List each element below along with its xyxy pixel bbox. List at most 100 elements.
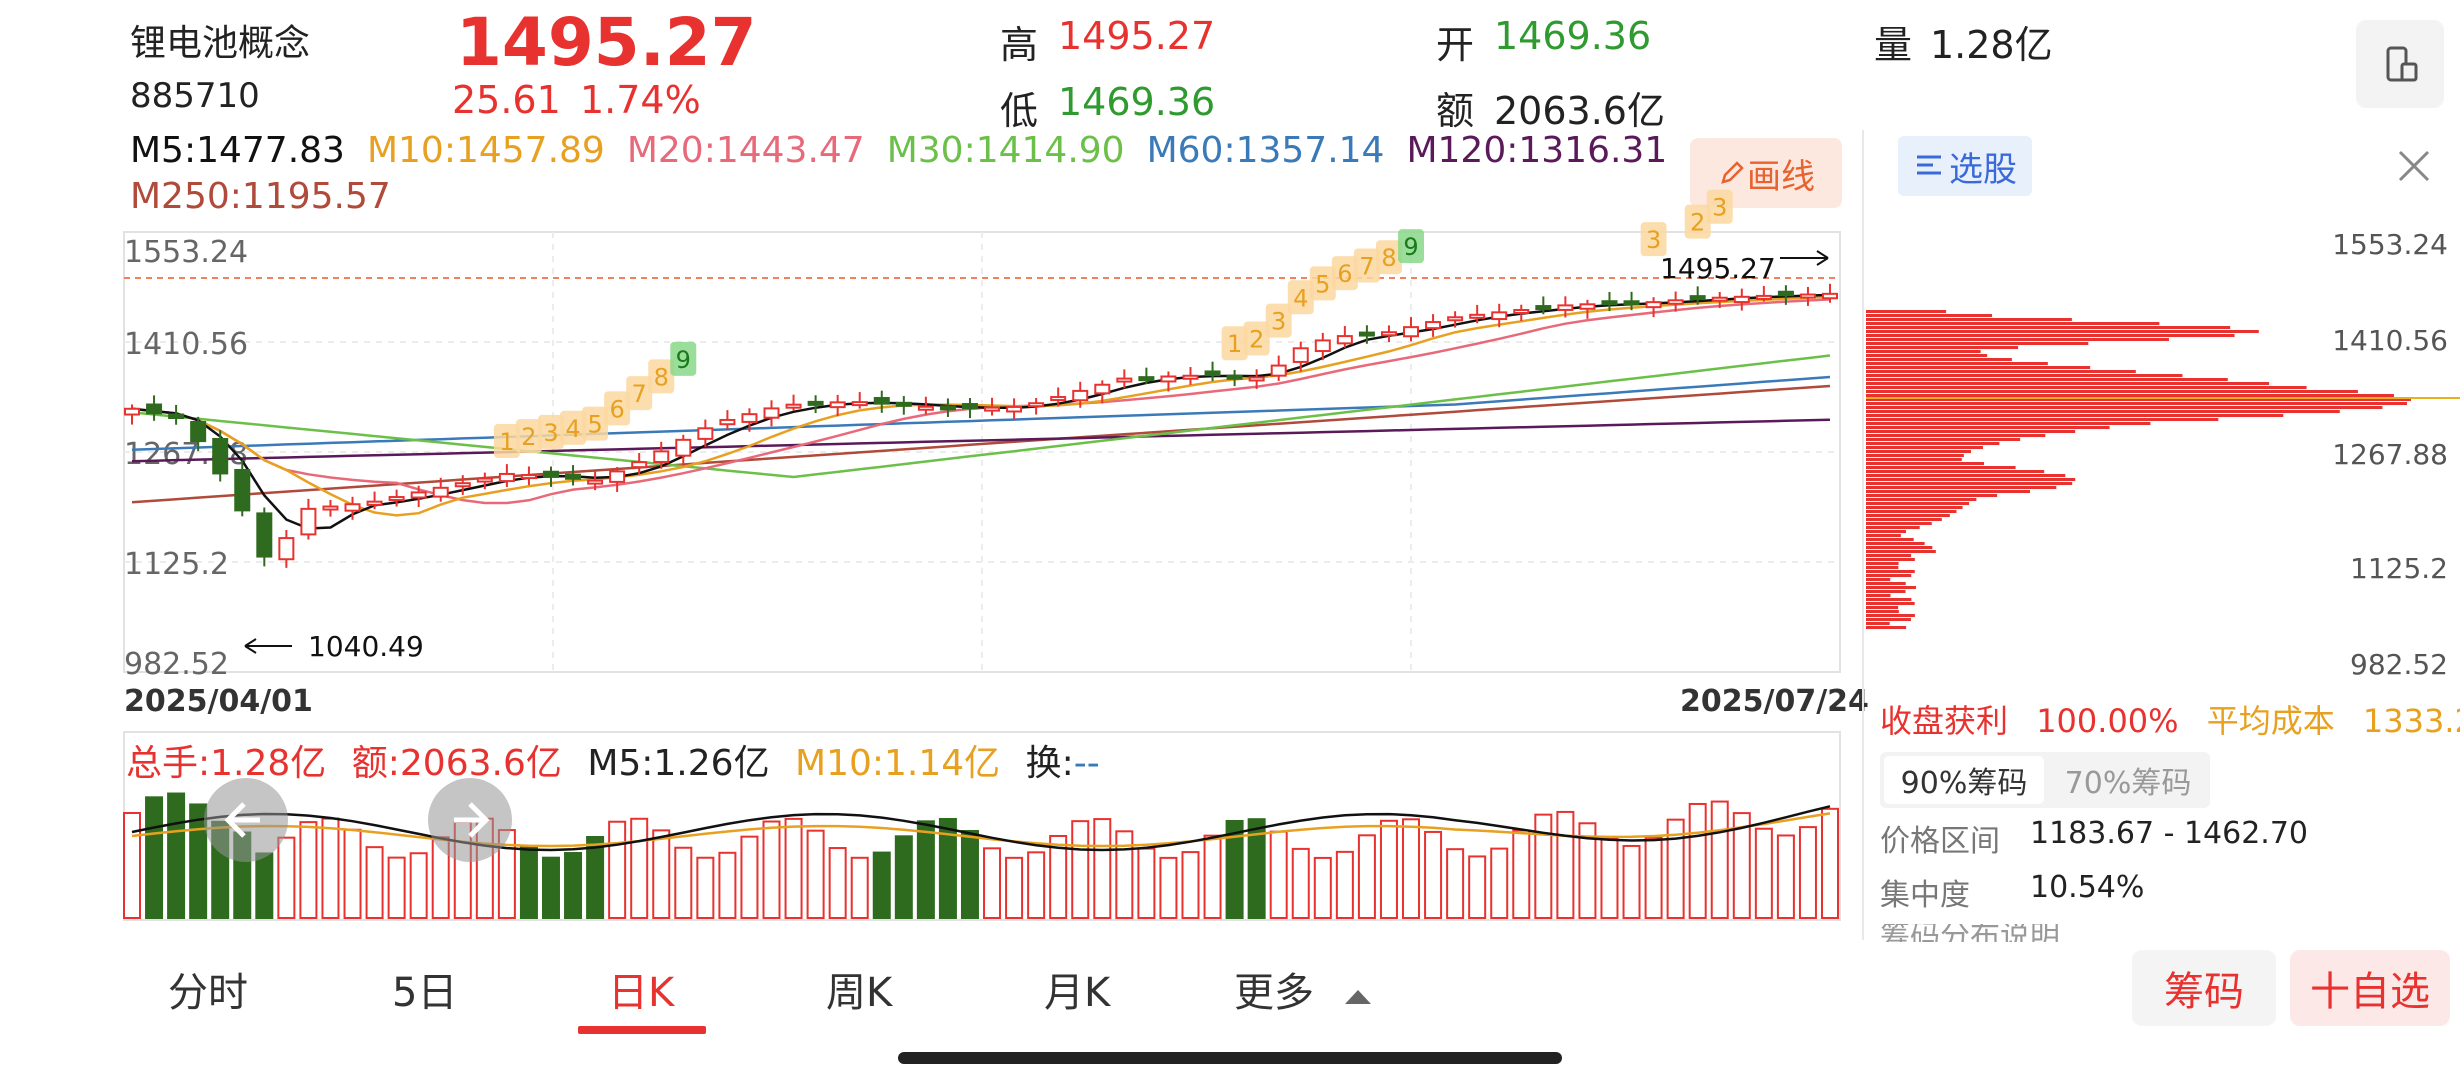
avg-cost-label: 平均成本: [2206, 702, 2335, 740]
tab-5day[interactable]: 5日: [392, 970, 458, 1016]
ma10-legend: M10:1457.89: [366, 130, 605, 171]
candle-body: [1579, 303, 1596, 310]
candle-body: [961, 403, 978, 410]
chip-bar: [1866, 422, 2151, 425]
chip-bar: [1866, 550, 1936, 553]
volume-bar: [1600, 837, 1619, 919]
device-rotate-icon: [2386, 46, 2418, 82]
high-marker-label: 1495.27: [1660, 252, 1776, 285]
chips-button[interactable]: 筹码: [2132, 950, 2276, 1026]
candle-body: [1403, 326, 1420, 338]
tab-daily-k[interactable]: 日K: [608, 970, 675, 1016]
volume-bar: [872, 851, 891, 919]
scroll-right-button[interactable]: [428, 778, 512, 862]
chip-bar: [1866, 590, 1906, 593]
td-marker-number: 2: [1690, 209, 1705, 237]
tab-90-chips[interactable]: 90%筹码: [1884, 756, 2044, 804]
stock-code: 885710: [130, 76, 260, 116]
candle-body: [1380, 331, 1397, 337]
chip-y-label-4: 982.52: [2350, 648, 2448, 681]
candle-body: [697, 427, 714, 440]
chip-bar: [1866, 562, 1899, 565]
chip-bar: [1866, 466, 2016, 469]
volume-bar: [983, 847, 1002, 920]
candle-body: [807, 400, 824, 406]
tab-more[interactable]: 更多: [1234, 960, 1373, 1018]
ma-lines: [131, 293, 1831, 530]
volume-bar: [1468, 855, 1487, 919]
candle-body: [1822, 292, 1838, 300]
candle-body: [1160, 375, 1177, 383]
rotate-screen-button[interactable]: [2356, 20, 2444, 108]
candle-body: [1028, 402, 1045, 408]
td-marker-number: 3: [1646, 226, 1661, 254]
chip-y-label-0: 1553.24: [2332, 228, 2448, 261]
volume-bar: [740, 835, 759, 919]
chip-bar: [1866, 370, 2136, 373]
volume-bar: [145, 796, 164, 919]
volume-bar: [1313, 856, 1332, 919]
chip-bar: [1866, 594, 1891, 597]
td-marker-box: [1640, 222, 1667, 257]
ma120-legend: M120:1316.31: [1406, 130, 1668, 171]
td-marker-number: 6: [610, 395, 625, 423]
volume-bar: [1534, 813, 1553, 920]
candle-body: [1535, 305, 1552, 311]
volume-bar: [1776, 834, 1795, 919]
chip-y-label-3: 1125.2: [2350, 552, 2448, 585]
td-marker-number: 3: [1271, 308, 1286, 336]
td-marker-number: 9: [676, 346, 691, 374]
tab-70-chips[interactable]: 70%筹码: [2064, 766, 2192, 801]
volume-chart: [123, 731, 1841, 921]
kline-y-label-1: 1410.56: [124, 327, 248, 362]
select-stock-button[interactable]: 选股: [1898, 136, 2032, 196]
chip-bar: [1866, 602, 1915, 605]
volume-bar: [1071, 820, 1090, 920]
volume-bar: [1402, 818, 1421, 919]
arrow-left-icon: [224, 802, 260, 838]
chip-bar: [1866, 586, 1916, 589]
candle-body: [675, 438, 692, 457]
ma250-legend: M250:1195.57: [130, 176, 391, 217]
tab-intraday[interactable]: 分时: [168, 970, 248, 1016]
candle-body: [873, 397, 890, 405]
volume-bar: [1578, 822, 1597, 919]
list-icon: [1917, 155, 1941, 175]
chip-help-link[interactable]: 筹码分布说明: [1880, 924, 2060, 942]
chip-bar: [1866, 394, 2394, 397]
kline-y-label-0: 1553.24: [124, 235, 248, 270]
td-marker-number: 3: [1712, 194, 1727, 222]
volume-bar: [696, 856, 715, 919]
candle-body: [1645, 301, 1662, 309]
tab-weekly-k[interactable]: 周K: [826, 970, 893, 1016]
chip-help-label: 筹码分布说明: [1880, 924, 2060, 942]
chip-bar: [1866, 354, 1988, 357]
chip-bar: [1866, 406, 2383, 409]
candle-body: [763, 407, 780, 419]
candle-body: [939, 405, 956, 411]
candle-body: [168, 413, 185, 420]
candle-body: [1006, 405, 1023, 413]
chip-bar: [1866, 498, 1977, 501]
avg-cost-value: 1333.27: [2362, 702, 2460, 740]
candle-body: [344, 503, 361, 512]
candle-body: [432, 486, 449, 498]
tab-more-label: 更多: [1234, 970, 1314, 1016]
chip-bar: [1866, 554, 1912, 557]
chip-bar: [1866, 326, 2231, 329]
candle-body: [1425, 321, 1442, 330]
chip-bar: [1866, 454, 1964, 457]
chip-bar: [1866, 614, 1915, 617]
close-panel-button[interactable]: [2394, 146, 2434, 186]
ma10-line: [131, 295, 1831, 517]
volume-bar: [1710, 800, 1729, 920]
chip-bar: [1866, 418, 2219, 421]
tab-monthly-k[interactable]: 月K: [1044, 970, 1111, 1016]
scroll-left-button[interactable]: [204, 778, 288, 862]
draw-line-button[interactable]: 画线: [1690, 138, 1842, 208]
chip-bar: [1866, 478, 2076, 481]
add-watchlist-button[interactable]: 十自选: [2290, 950, 2450, 1026]
chip-bar: [1866, 446, 1983, 449]
volume-bar: [1357, 834, 1376, 919]
